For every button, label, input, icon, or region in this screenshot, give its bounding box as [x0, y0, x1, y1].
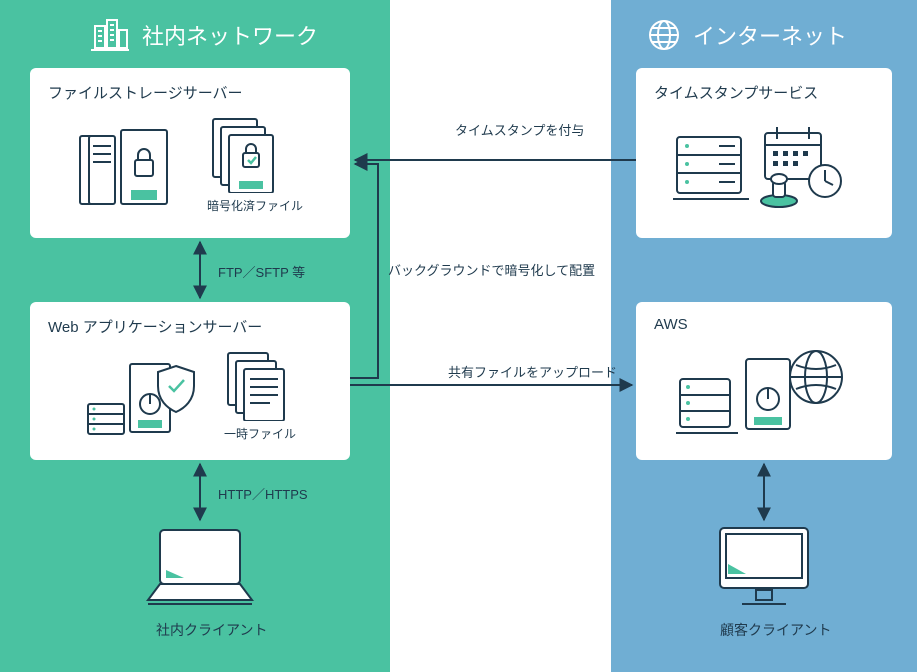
card-file-storage: ファイルストレージサーバー	[30, 68, 350, 238]
card-file-storage-title: ファイルストレージサーバー	[48, 82, 332, 103]
globe-icon	[647, 18, 681, 52]
edge-label-ftp: FTP／SFTP 等	[218, 262, 305, 281]
panel-internal-title: 社内ネットワーク	[142, 19, 318, 51]
encrypted-files-label: 暗号化済ファイル	[207, 197, 303, 214]
edge-label-timestamp: タイムスタンプを付与	[455, 120, 584, 139]
aws-server-globe-icon	[674, 345, 854, 441]
edge-label-upload: 共有ファイルをアップロード	[448, 362, 617, 381]
appserver-shield-icon	[84, 356, 204, 442]
temp-files-icon	[224, 349, 290, 421]
panel-internet-title-row: インターネット	[647, 18, 847, 52]
card-aws-title: AWS	[654, 316, 874, 333]
card-web-app: Web アプリケーションサーバー	[30, 302, 350, 460]
diagram-root: 社内ネットワーク インターネット	[0, 0, 917, 672]
panel-internet-title: インターネット	[693, 19, 847, 51]
temp-files-label: 一時ファイル	[224, 425, 296, 442]
laptop-icon	[140, 522, 260, 612]
card-aws: AWS	[636, 302, 892, 460]
server-lockdoc-icon	[77, 124, 187, 214]
card-timestamp-service: タイムスタンプサービス	[636, 68, 892, 238]
encrypted-files-icon	[207, 115, 285, 193]
buildings-icon	[90, 18, 130, 52]
internal-client-label: 社内クライアント	[156, 620, 267, 640]
edge-label-bg-encrypt: バックグラウンドで暗号化して配置	[388, 260, 595, 279]
card-timestamp-title: タイムスタンプサービス	[654, 82, 874, 103]
edge-label-http: HTTP／HTTPS	[218, 484, 308, 503]
monitor-icon	[712, 522, 816, 614]
card-web-app-title: Web アプリケーションサーバー	[48, 316, 332, 337]
panel-internal-title-row: 社内ネットワーク	[90, 18, 318, 52]
customer-client-label: 顧客クライアント	[720, 620, 831, 640]
timestamp-server-icon	[669, 115, 859, 215]
